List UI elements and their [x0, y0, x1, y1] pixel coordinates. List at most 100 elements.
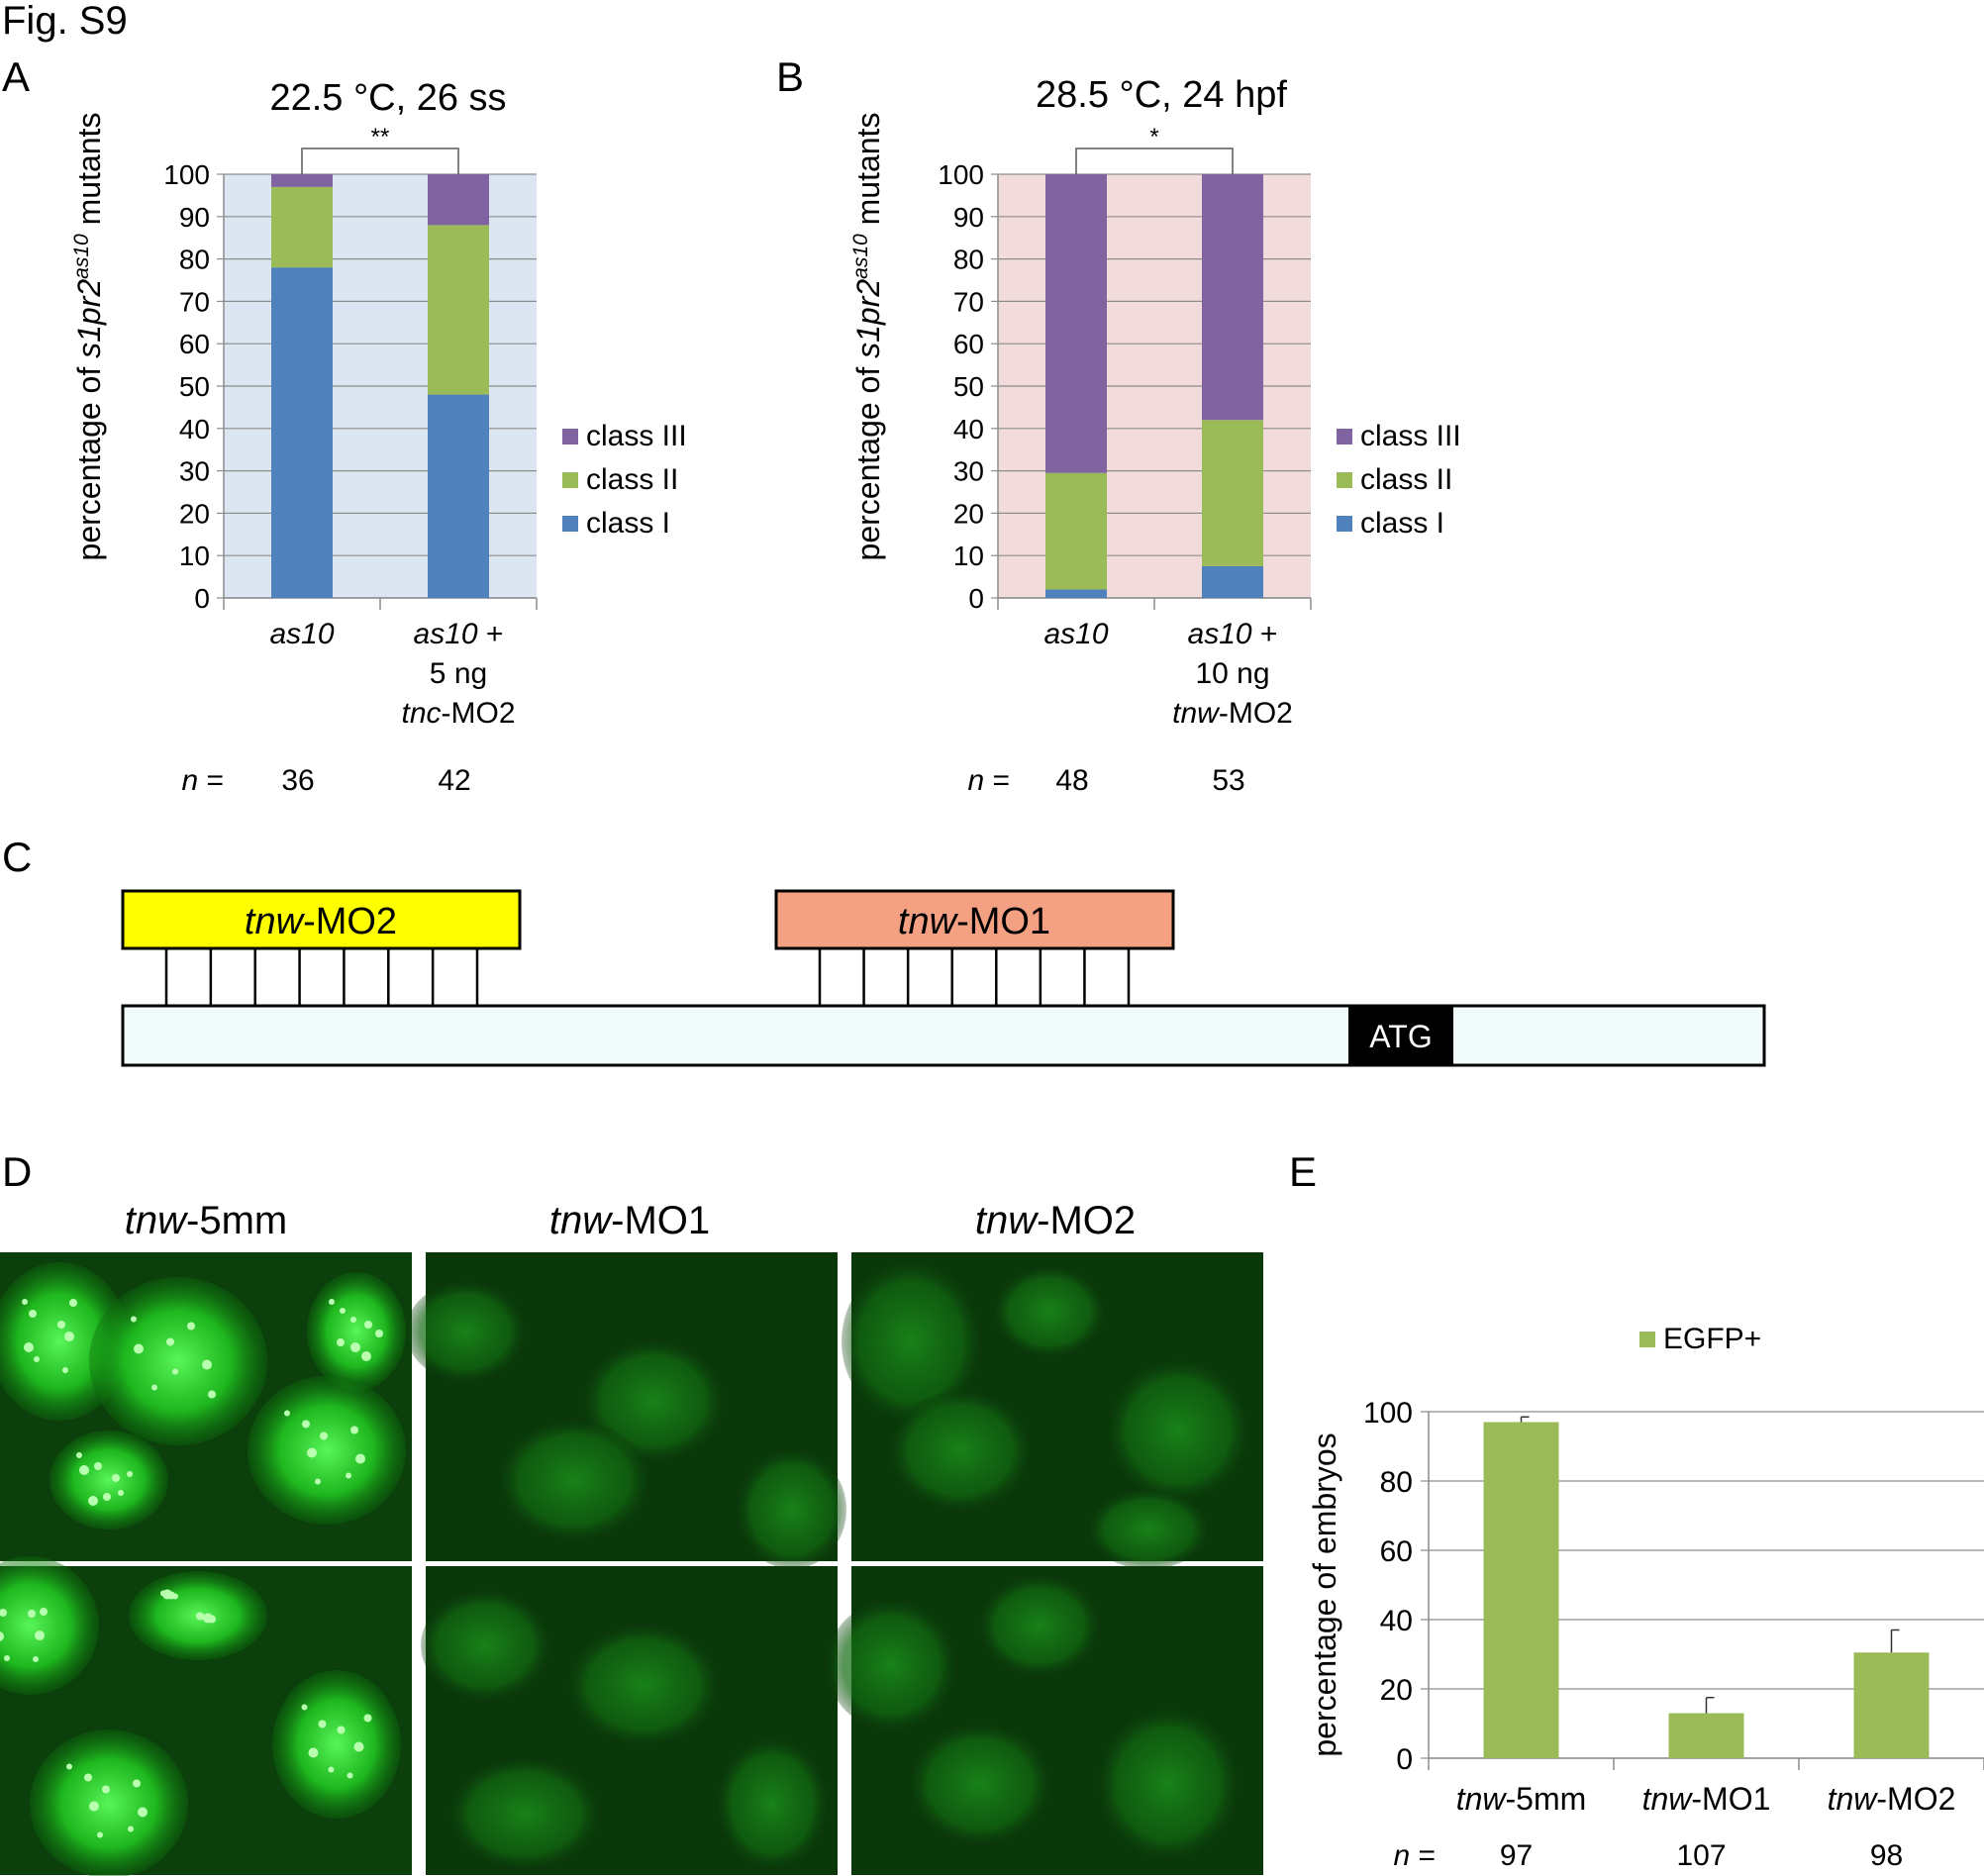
chart-b-y-axis-label-prefix: percentage of — [850, 358, 886, 561]
embryo-shape — [1099, 1710, 1238, 1858]
chart-a-bar-class-iii — [428, 174, 489, 226]
chart-b-category-label-italic: as10 — [1043, 618, 1108, 650]
chart-b-y-tick-label: 40 — [953, 414, 984, 444]
fluorescent-spot — [118, 1490, 124, 1496]
chart-e-y-tick-label: 40 — [1380, 1605, 1413, 1637]
fluorescent-spot — [133, 1779, 141, 1788]
chart-a-y-tick-label: 50 — [179, 371, 210, 402]
chart-b-n-label: n = — [967, 764, 1010, 797]
chart-a-y-tick-label: 40 — [179, 414, 210, 444]
fluorescent-spot — [69, 1299, 77, 1307]
chart-a-category-label-roman: -MO2 — [442, 697, 516, 730]
embryo-shape — [584, 1341, 723, 1460]
chart-a-y-tick-label: 20 — [179, 498, 210, 529]
fluorescent-spot — [350, 1342, 360, 1352]
chart-a-significance-bracket — [301, 148, 459, 174]
chart-e-category-label: tnw-MO2 — [1828, 1781, 1956, 1817]
fluorescent-spot — [166, 1337, 174, 1346]
chart-b-category-label: tnw-MO2 — [1172, 697, 1293, 730]
chart-e-legend-label: EGFP+ — [1663, 1323, 1761, 1355]
fluorescent-spot — [347, 1772, 353, 1779]
fluorescent-spot — [208, 1615, 216, 1624]
fluorescent-spot — [337, 1726, 346, 1734]
chart-e-y-tick-label: 0 — [1396, 1743, 1413, 1776]
panel-label-e: E — [1289, 1148, 1317, 1195]
embryo-shape — [272, 1670, 401, 1819]
chart-b-chart-title: 28.5 °C, 24 hpf — [1036, 74, 1287, 116]
fluorescent-spot — [66, 1763, 72, 1770]
chart-e-category-label-italic: tnw — [1642, 1781, 1694, 1817]
chart-e-n-label-italic: n — [1393, 1839, 1410, 1872]
panel-label-d: D — [2, 1148, 32, 1195]
fluorescent-spot — [350, 1426, 358, 1434]
chart-e-n-label-roman: = — [1410, 1839, 1436, 1872]
chart-a-category-label-italic: as10 — [269, 618, 334, 650]
fluorescent-spot — [34, 1356, 40, 1362]
fluorescent-spot — [88, 1496, 98, 1506]
fluorescent-spot — [4, 1655, 10, 1661]
mo2-target-label: tnw-MO2 — [245, 901, 397, 942]
embryo-shape — [891, 1391, 1030, 1510]
chart-b-y-axis-label-allele: as10 — [849, 234, 872, 279]
chart-a-y-axis-label: percentage of s1pr2as10 mutants — [70, 113, 107, 561]
mo1-target-box — [774, 889, 1175, 950]
chart-a-n-label: n = — [181, 764, 224, 797]
chart-e-category-label-roman: -5mm — [1506, 1781, 1587, 1817]
panel-label-a: A — [2, 53, 30, 100]
chart-b-y-tick-label: 100 — [938, 159, 984, 190]
chart-a-category-label: as10 + — [414, 618, 504, 650]
chart-a-y-axis-label-suffix: mutants — [71, 113, 107, 235]
chart-a-bar-class-ii — [428, 225, 489, 395]
fluorescent-spot — [364, 1321, 372, 1329]
chart-e-n-value: 97 — [1500, 1839, 1533, 1872]
chart-a-y-tick-label: 30 — [179, 456, 210, 487]
chart-b-y-tick-label: 20 — [953, 498, 984, 529]
embryo-shape — [500, 1421, 648, 1539]
chart-a-legend-label-class-ii: class II — [586, 463, 678, 496]
fluorescent-spot — [127, 1471, 133, 1477]
chart-b-category-label: as10 + — [1188, 618, 1278, 650]
mrna-strand — [121, 1004, 1766, 1067]
micrograph-header-5mm: tnw-5mm — [125, 1199, 287, 1242]
fluorescent-spot — [318, 1720, 327, 1728]
chart-b-y-tick-label: 30 — [953, 456, 984, 487]
chart-b-y-tick-label: 80 — [953, 245, 984, 275]
atg-start-codon-box — [1348, 1006, 1453, 1065]
chart-b-bar-class-ii — [1202, 420, 1263, 566]
fluorescent-spot — [28, 1610, 36, 1618]
atg-label: ATG — [1369, 1019, 1432, 1054]
chart-b-y-tick-label: 10 — [953, 541, 984, 571]
mo1-target-label: tnw-MO1 — [898, 901, 1050, 942]
chart-a-n-label-italic: n — [181, 764, 198, 797]
fluorescent-spot — [97, 1831, 103, 1838]
fluorescent-spot — [307, 1447, 317, 1458]
chart-b-n-label-italic: n — [967, 764, 984, 797]
fluorescent-spot — [112, 1474, 120, 1482]
panel-label-c: C — [2, 834, 32, 880]
chart-a-y-tick-label: 80 — [179, 245, 210, 275]
embryo-shape — [1109, 1361, 1247, 1500]
fluorescent-spot — [138, 1807, 148, 1818]
fluorescent-spot — [0, 1609, 7, 1617]
chart-e-y-tick-label: 60 — [1380, 1535, 1413, 1568]
fluorescent-spot — [328, 1766, 335, 1773]
chart-a-legend-swatch-class-i — [562, 516, 578, 532]
mo2-target-box — [121, 889, 522, 950]
embryo-shape — [911, 1725, 1049, 1843]
morpholino-diagram: tnw-MO2 tnw-MO1 ATG — [121, 889, 1766, 1067]
chart-a-category-label-italic: tnc — [401, 697, 441, 730]
fluorescent-spot — [131, 1316, 137, 1323]
embryo-shape — [1089, 1490, 1208, 1569]
fluorescent-spot — [57, 1321, 65, 1329]
fluorescent-spot — [62, 1367, 68, 1373]
chart-a-category-label-roman: + — [478, 618, 504, 650]
fluorescent-spot — [33, 1656, 39, 1662]
fluorescent-spot — [172, 1368, 178, 1375]
fluorescent-spot — [134, 1343, 144, 1354]
chart-b-legend-label-class-ii: class II — [1360, 463, 1452, 496]
chart-a-legend-swatch-class-ii — [562, 472, 578, 488]
chart-a-category-label: as10 — [269, 618, 334, 650]
fluorescent-spot — [35, 1630, 45, 1640]
chart-b-legend-label-class-iii: class III — [1360, 420, 1461, 452]
